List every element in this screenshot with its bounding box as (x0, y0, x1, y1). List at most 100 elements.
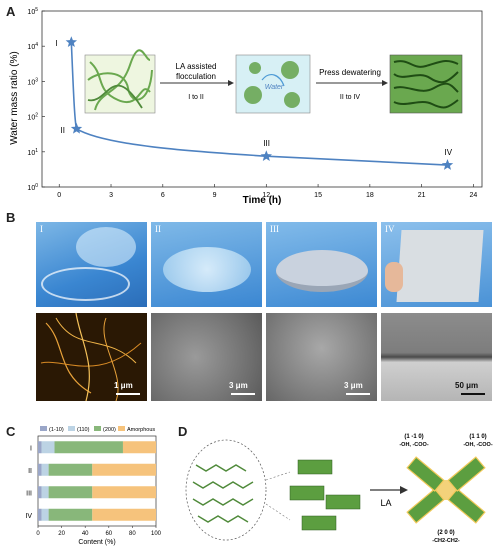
c-x-tick-label: 0 (36, 531, 40, 537)
legend-swatch (94, 426, 101, 431)
x-tick-label: 0 (57, 192, 61, 199)
stacked-bar-segment (41, 441, 55, 454)
y-tick-label: 105 (27, 7, 38, 16)
stacked-bar-segment (48, 486, 93, 499)
legend-swatch (118, 426, 125, 431)
facet-1-10: (1 -1 0) (404, 434, 423, 440)
arrow-la-label: LA (380, 498, 391, 508)
data-point-star (260, 150, 273, 162)
data-point-star (70, 122, 83, 134)
step1-sub: I to II (188, 94, 204, 101)
photo-III-label: III (270, 224, 279, 234)
scalebar-3: 3 μm (344, 381, 363, 390)
photo-III-disc: III (266, 222, 377, 307)
step2-sub: II to IV (340, 94, 361, 101)
facet-110: (1 1 0) (469, 434, 486, 440)
c-x-tick-label: 40 (82, 531, 89, 537)
stacked-bar-segment (41, 486, 49, 499)
stacked-bar-segment (48, 463, 93, 476)
micrograph-flocs: 3 μm (151, 313, 262, 401)
x-tick-label: 24 (469, 192, 477, 199)
stacked-bar-segment (38, 508, 42, 521)
photo-II-flocs: II (151, 222, 262, 307)
micrograph-disc: 3 μm (266, 313, 377, 401)
stacked-bar-segment (48, 508, 93, 521)
stacked-bar-segment (122, 441, 156, 454)
point-label: III (263, 139, 270, 148)
x-axis-label: Time (h) (243, 195, 282, 205)
x-tick-label: 12 (262, 192, 270, 199)
stacked-bar-segment (38, 441, 42, 454)
y-tick-label: 104 (27, 42, 38, 51)
stacked-bar-segment (38, 486, 42, 499)
photo-IV-film: IV (381, 222, 492, 307)
micrograph-afm: 1 μm (36, 313, 147, 401)
facet-200: (2 0 0) (437, 530, 454, 536)
x-tick-label: 6 (161, 192, 165, 199)
c-x-tick-label: 100 (151, 531, 162, 537)
y-axis-label: Water mass ratio (%) (9, 51, 20, 145)
series-line (70, 42, 448, 166)
step2-text: Press dewatering (319, 68, 381, 77)
stacked-bar-segment (41, 508, 49, 521)
panel-d-schematic: LA (1 -1 0) -OH, -COO- (1 1 0) -OH, -COO… (185, 434, 493, 544)
scalebar-1: 1 μm (114, 381, 133, 390)
micrograph-film-sem: 50 μm (381, 313, 492, 401)
step1-text-2: flocculation (176, 72, 216, 81)
stacked-bar-segment (92, 508, 156, 521)
point-label: IV (444, 148, 452, 157)
panel-d-label: D (178, 424, 188, 439)
facet-200-groups: -CH2-CH2- (432, 538, 460, 544)
panel-a-label: A (6, 4, 16, 19)
photo-I-hydrogel: I (36, 222, 147, 307)
legend-label: (200) (103, 427, 116, 433)
step1-text-1: LA assisted (176, 62, 217, 71)
legend-swatch (40, 426, 47, 431)
y-tick-label: 102 (27, 113, 38, 122)
stacked-bar-segment (41, 463, 49, 476)
stacked-bar-segment (92, 486, 156, 499)
data-point-star (65, 36, 78, 48)
panel-b-label: B (6, 210, 16, 225)
scalebar-2: 3 μm (229, 381, 248, 390)
x-tick-label: 18 (366, 192, 374, 199)
c-category-label: II (28, 468, 32, 475)
stacked-bar-segment (38, 463, 42, 476)
legend-label: Amorphous (127, 427, 155, 433)
legend-label: (1-10) (49, 427, 64, 433)
c-category-label: I (30, 445, 32, 452)
legend-label: (110) (77, 427, 90, 433)
c-x-tick-label: 80 (129, 531, 136, 537)
x-tick-label: 9 (213, 192, 217, 199)
water-label: Water (265, 84, 284, 91)
x-tick-label: 21 (418, 192, 426, 199)
zoom-ellipse (185, 439, 267, 541)
stacked-bar-segment (92, 463, 156, 476)
point-label: I (55, 39, 57, 48)
facet-1-10-groups: -OH, -COO- (399, 442, 428, 448)
c-x-axis-label: Content (%) (78, 539, 115, 546)
c-x-tick-label: 60 (105, 531, 112, 537)
y-tick-label: 100 (27, 183, 38, 192)
x-tick-label: 3 (109, 192, 113, 199)
photo-II-label: II (155, 224, 161, 234)
legend-swatch (68, 426, 75, 431)
photo-IV-label: IV (385, 224, 395, 234)
panel-c-label: C (6, 424, 16, 439)
inset-flocs-water: Water (235, 54, 311, 114)
x-tick-label: 15 (314, 192, 322, 199)
data-point-star (441, 159, 454, 170)
plot-frame (41, 10, 483, 188)
c-category-label: III (26, 490, 32, 497)
y-tick-label: 101 (27, 148, 38, 157)
inset-fibers-entangled (84, 49, 156, 114)
facet-110-groups: -OH, -COO- (463, 442, 492, 448)
c-category-label: IV (25, 513, 32, 520)
point-label: II (61, 126, 65, 135)
y-tick-label: 103 (27, 77, 38, 86)
inset-fibers-dense (389, 54, 463, 114)
scalebar-4: 50 μm (455, 381, 479, 390)
c-x-tick-label: 20 (58, 531, 65, 537)
